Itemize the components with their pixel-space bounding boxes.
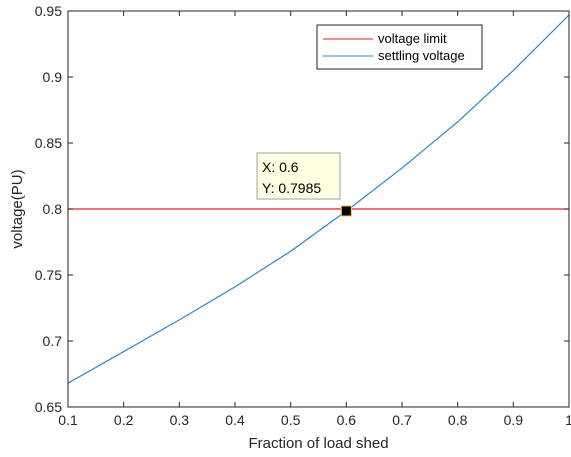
x-axis-label: Fraction of load shed (248, 435, 388, 452)
legend-box (316, 24, 483, 70)
legend-label-voltage-limit: voltage limit (378, 31, 447, 46)
x-tick-label: 0.2 (114, 412, 134, 428)
y-tick-label: 0.75 (35, 267, 62, 283)
x-tick-label: 0.1 (58, 412, 78, 428)
y-axis-label: voltage(PU) (9, 169, 26, 248)
legend: voltage limit settling voltage (316, 24, 483, 70)
x-axis: 0.1 0.2 0.3 0.4 0.5 0.6 0.7 0.8 0.9 1 (58, 11, 571, 428)
plot-lines (67, 14, 570, 384)
series-line-settling-voltage (67, 14, 570, 384)
datatip-y-text: Y: 0.7985 (262, 180, 321, 196)
datatip[interactable]: X: 0.6 Y: 0.7985 (256, 152, 352, 217)
x-tick-label: 1 (565, 412, 571, 428)
y-axis: 0.65 0.7 0.75 0.8 0.85 0.9 0.95 (35, 3, 569, 415)
y-tick-label: 0.8 (43, 201, 63, 217)
y-tick-label: 0.95 (35, 3, 62, 19)
datatip-marker[interactable] (340, 205, 352, 217)
y-tick-label: 0.7 (43, 333, 63, 349)
datatip-x-text: X: 0.6 (262, 159, 299, 175)
y-tick-label: 0.85 (35, 135, 62, 151)
x-tick-label: 0.3 (170, 412, 190, 428)
datatip-box (256, 152, 341, 200)
x-tick-label: 0.5 (281, 412, 301, 428)
x-tick-label: 0.9 (504, 412, 524, 428)
y-tick-label: 0.65 (35, 399, 62, 415)
x-tick-label: 0.4 (225, 412, 245, 428)
legend-label-settling-voltage: settling voltage (378, 48, 465, 63)
x-tick-label: 0.7 (392, 412, 412, 428)
y-tick-label: 0.9 (43, 69, 63, 85)
x-tick-label: 0.8 (448, 412, 468, 428)
x-tick-label: 0.6 (337, 412, 357, 428)
